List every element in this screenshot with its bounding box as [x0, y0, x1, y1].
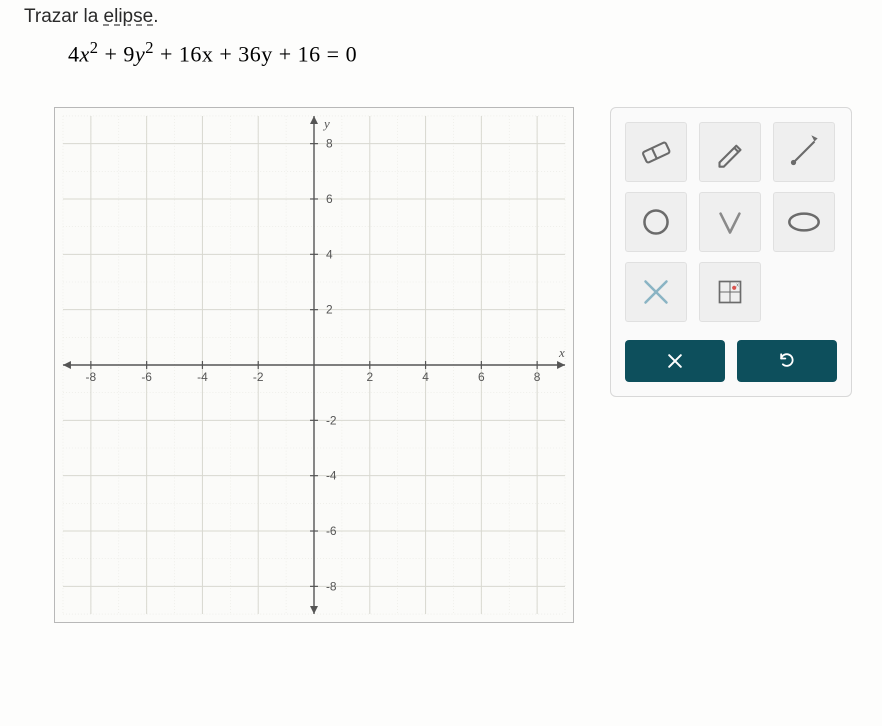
circle-tool[interactable] [625, 192, 687, 252]
pencil-icon [709, 131, 751, 173]
line-diag-icon [783, 131, 825, 173]
svg-text:2: 2 [326, 303, 333, 317]
svg-text:x: x [558, 345, 565, 360]
circle-icon [635, 201, 677, 243]
svg-text:-2: -2 [326, 414, 337, 428]
ellipse-icon [783, 201, 825, 243]
graph-canvas[interactable]: -8 -6 -4 -2 2 4 6 8 -8 -6 -4 -2 2 4 6 8 x y [54, 107, 574, 623]
svg-text:-6: -6 [141, 370, 152, 384]
undo-icon [777, 351, 797, 371]
ellipse-tool[interactable] [773, 192, 835, 252]
svg-text:-4: -4 [197, 370, 208, 384]
x-icon [665, 351, 685, 371]
svg-text:x: x [736, 283, 739, 289]
svg-text:-8: -8 [326, 580, 337, 594]
svg-text:-6: -6 [326, 524, 337, 538]
parabola-tool[interactable] [699, 192, 761, 252]
svg-text:-8: -8 [86, 370, 97, 384]
line-tool[interactable] [773, 122, 835, 182]
eraser-icon [635, 131, 677, 173]
svg-text:6: 6 [478, 370, 485, 384]
svg-text:y: y [322, 116, 330, 131]
svg-text:2: 2 [366, 370, 373, 384]
prompt-text: Trazar la elipse. [24, 6, 870, 28]
svg-text:-2: -2 [253, 370, 264, 384]
X-icon [635, 271, 677, 313]
tool-palette: x [610, 107, 852, 397]
svg-text:-4: -4 [326, 469, 337, 483]
svg-text:6: 6 [326, 192, 333, 206]
prompt-prefix: Trazar la [24, 6, 104, 27]
V-icon [709, 201, 751, 243]
equation: 4x2 + 9y2 + 16x + 36y + 16 = 0 [68, 38, 870, 67]
graph-paper-tool[interactable]: x [699, 262, 761, 322]
clear-button[interactable] [625, 340, 725, 382]
prompt-underlined: elipse [104, 6, 154, 27]
asymptote-tool[interactable] [625, 262, 687, 322]
svg-text:4: 4 [326, 248, 333, 262]
prompt-suffix: . [153, 6, 158, 27]
svg-text:4: 4 [422, 370, 429, 384]
svg-text:8: 8 [326, 137, 333, 151]
grid-dot-icon: x [709, 271, 751, 313]
svg-text:8: 8 [534, 370, 541, 384]
eraser-tool[interactable] [625, 122, 687, 182]
pencil-tool[interactable] [699, 122, 761, 182]
undo-button[interactable] [737, 340, 837, 382]
